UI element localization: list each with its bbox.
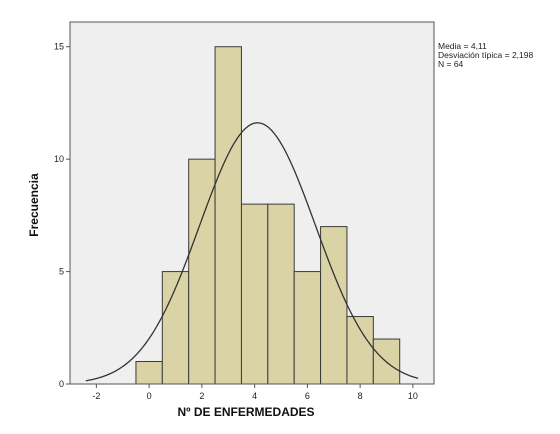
y-axis-title: Frecuencia [27, 173, 41, 237]
x-axis-title: Nº DE ENFERMEDADES [177, 405, 314, 419]
stats-n: N = 64 [438, 59, 464, 69]
histogram-bar [240, 203, 269, 385]
y-tick-label: 5 [59, 267, 64, 277]
x-tick-label: 6 [305, 391, 310, 401]
histogram-bar [214, 46, 242, 385]
x-tick-label: 0 [147, 391, 152, 401]
stats-sd: Desviación típica = 2,198 [438, 50, 534, 60]
stats-box: Media = 4,11 Desviación típica = 2,198 N… [438, 42, 533, 69]
histogram-bar [135, 361, 163, 385]
normal-curve [85, 122, 419, 382]
histogram-bar [293, 271, 322, 385]
x-tick-label: 10 [408, 391, 418, 401]
stats-mean: Media = 4,11 [438, 41, 487, 51]
y-tick-label: 15 [54, 42, 64, 52]
y-tick-label: 0 [59, 379, 64, 389]
histogram-bar [346, 316, 374, 385]
x-tick-label: -2 [92, 391, 100, 401]
x-tick-label: 8 [358, 391, 363, 401]
y-tick-label: 10 [54, 154, 64, 164]
histogram-bar [267, 203, 295, 385]
x-tick-label: 2 [199, 391, 204, 401]
histogram-bar [161, 271, 190, 385]
x-tick-label: 4 [252, 391, 257, 401]
